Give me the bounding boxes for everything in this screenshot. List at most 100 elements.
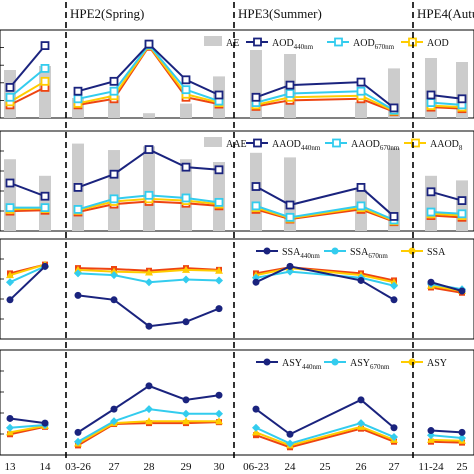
bar <box>456 180 468 231</box>
point <box>286 439 294 448</box>
series-line <box>255 398 395 436</box>
point <box>40 203 50 213</box>
point <box>458 428 466 436</box>
point <box>389 212 399 221</box>
point <box>73 86 83 96</box>
point <box>457 94 467 104</box>
bar <box>250 152 262 231</box>
legend-marker <box>332 138 341 148</box>
point <box>74 269 82 278</box>
panel-aod: AE AOD440nm AOD670nm AOD <box>0 29 474 119</box>
series-line <box>430 434 463 439</box>
legend-label: ASY <box>427 358 447 369</box>
period-dividers <box>65 2 414 460</box>
legend-aaod: AAE AAOD440nm AAOD670nm AAOD8 <box>204 137 463 152</box>
legend-marker <box>253 37 262 47</box>
point <box>6 423 14 432</box>
point <box>5 203 15 213</box>
series-line <box>255 427 395 449</box>
point <box>109 86 119 96</box>
legend-subscript: 440nm <box>301 144 321 152</box>
panel-frame <box>0 238 474 340</box>
series-line <box>430 429 463 434</box>
series-line <box>9 182 46 198</box>
point <box>251 201 261 211</box>
legend-item-s670: AOD670nm <box>327 37 395 51</box>
series-line <box>430 190 463 202</box>
point <box>285 89 295 98</box>
x-tick-label: 24 <box>285 461 297 473</box>
point <box>390 433 398 442</box>
point <box>40 64 50 73</box>
point <box>457 209 467 219</box>
legend-item-ae: AE <box>204 36 239 49</box>
legend-marker <box>263 247 271 255</box>
point <box>144 190 154 200</box>
point <box>6 428 14 436</box>
point <box>356 201 366 211</box>
legend-subscript: 670nm <box>380 144 400 152</box>
series-s440 <box>5 145 467 221</box>
point <box>41 419 49 427</box>
legend-item-s670: AAOD670nm <box>325 138 400 152</box>
x-tick-label: 27 <box>109 461 121 473</box>
point <box>215 417 223 425</box>
point <box>285 200 295 210</box>
bar <box>108 150 120 231</box>
legend-item-s870: AOD <box>401 37 449 49</box>
series-line <box>430 101 463 106</box>
point <box>286 267 294 276</box>
series-line <box>430 440 463 444</box>
legend-marker <box>263 358 271 366</box>
point <box>286 262 294 270</box>
legend-subscript: 670nm <box>368 252 388 260</box>
point <box>110 417 118 426</box>
x-tick-label: 30 <box>214 461 226 473</box>
point <box>182 265 190 273</box>
point <box>182 396 190 404</box>
point <box>6 414 14 422</box>
legend-label: AOD670nm <box>353 38 395 51</box>
series-line <box>430 438 463 442</box>
panel-asy: ASY440nm ASY670nm ASY <box>0 349 474 456</box>
point <box>144 145 154 154</box>
legend-label: AOD440nm <box>272 38 314 51</box>
point <box>215 409 223 418</box>
legend-label: ASY440nm <box>282 358 322 371</box>
legend-label: AE <box>226 38 239 49</box>
point <box>390 296 398 304</box>
legend-item-s870: AAOD8 <box>404 138 463 152</box>
series-line <box>77 44 220 106</box>
series-line <box>255 425 395 447</box>
series-line <box>430 286 463 294</box>
x-tick-label: 25 <box>457 461 469 473</box>
point <box>6 271 14 279</box>
series-line <box>9 44 46 89</box>
bar <box>355 102 367 118</box>
point <box>110 405 118 413</box>
bar <box>213 162 225 231</box>
point <box>181 75 191 85</box>
legend-subscript: 440nm <box>294 43 314 51</box>
series-line <box>255 206 395 222</box>
series-line <box>430 212 463 217</box>
point <box>251 92 261 102</box>
legend-item-s670: SSA670nm <box>324 247 388 260</box>
series-line <box>9 417 46 425</box>
point <box>145 278 153 287</box>
legend-label: SSA <box>427 247 446 258</box>
bar <box>284 157 296 231</box>
series-line <box>255 185 395 218</box>
point <box>109 194 119 204</box>
legend-subscript: 8 <box>459 144 463 152</box>
period-titles: HPE2(Spring) HPE3(Summer) HPE4(Autu <box>70 6 474 21</box>
point <box>389 103 399 113</box>
series-line <box>255 94 395 112</box>
series-line <box>430 211 463 215</box>
series-line <box>255 81 395 109</box>
point <box>357 396 365 404</box>
legend-item-s440: AOD440nm <box>246 37 314 51</box>
point <box>73 204 83 214</box>
series-line <box>9 263 46 277</box>
point <box>145 322 153 330</box>
